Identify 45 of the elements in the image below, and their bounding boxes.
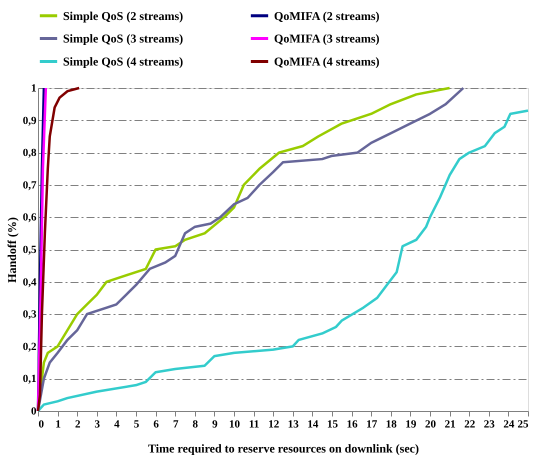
x-tick-label: 15 [327,418,338,430]
x-tick-label: 18 [386,418,398,430]
x-tick-label: 11 [248,418,260,430]
x-tick-label: 2 [74,418,81,430]
x-tick-label: 8 [192,418,199,430]
x-tick-label: 13 [288,418,300,430]
y-tick-label: 0,8 [22,147,37,160]
x-tick-label: 7 [172,418,179,430]
x-axis-title: Time required to reserve resources on downlink (sec) [148,442,419,456]
x-tick-label: 19 [405,418,417,430]
legend-label: Simple QoS (3 streams) [63,32,184,46]
x-tick-label: 20 [425,418,436,430]
y-tick-label: 0,6 [22,212,37,224]
x-tick-label: 16 [346,418,358,430]
legend-label: Simple QoS (2 streams) [63,8,184,23]
x-tick-label: 21 [444,418,456,430]
x-tick-label: 12 [268,418,280,430]
x-tick-label: 6 [153,418,160,430]
x-tick-label: 1 [55,418,61,430]
y-tick-label: 0,1 [22,373,36,386]
y-tick-label: 0,2 [22,340,37,353]
legend-label: QoMIFA (4 streams) [274,54,380,68]
x-tick-label: 9 [212,418,218,430]
x-tick-label: 14 [307,418,319,430]
x-tick-label: 3 [94,418,101,430]
y-tick-label: 0 [31,406,37,418]
x-tick-label: 24 [503,418,515,430]
x-tick-label: 23 [484,418,496,430]
x-tick-label: 0 [38,418,44,430]
legend-label: QoMIFA (2 streams) [274,8,380,23]
y-tick-label: 1 [31,82,36,94]
y-tick-label: 0,5 [22,244,37,256]
legend-label: Simple QoS (4 streams) [63,54,184,68]
y-tick-label: 0,9 [22,114,37,127]
y-tick-label: 0,7 [22,179,37,192]
y-tick-label: 0,3 [22,308,37,321]
x-tick-label: 5 [134,418,140,430]
x-tick-label: 17 [366,418,378,430]
x-tick-label: 25 [518,418,529,430]
x-tick-label: 4 [114,418,120,430]
y-axis-title: Handoff (%) [4,217,19,283]
x-tick-label: 10 [229,418,240,430]
x-tick-label: 22 [464,418,476,430]
legend-label: QoMIFA (3 streams) [274,32,380,46]
y-tick-label: 0,4 [22,276,37,288]
